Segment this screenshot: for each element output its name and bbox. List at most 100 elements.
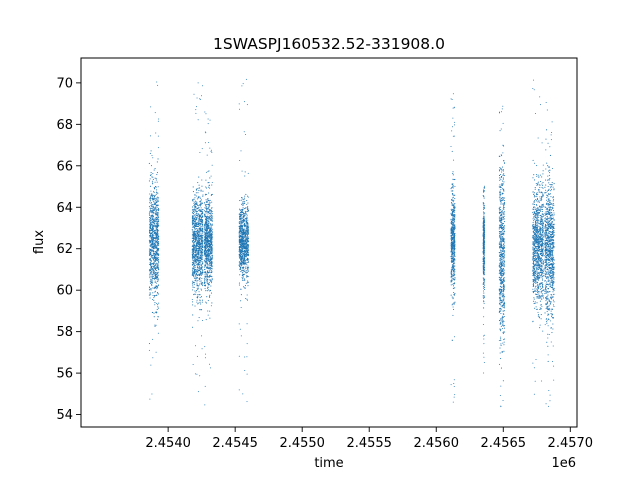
data-point [483,213,485,215]
data-point [193,246,195,248]
data-point [483,207,486,209]
data-point [199,283,201,285]
data-point [453,225,455,227]
data-point [205,218,208,220]
data-point [246,250,248,252]
data-point [149,293,151,295]
data-point [205,230,207,232]
data-point [239,245,241,248]
data-point [152,227,154,229]
data-point [192,273,194,275]
data-point [500,256,502,258]
data-point [154,247,156,249]
data-point [199,264,201,266]
data-point [500,328,502,330]
data-point [196,253,198,255]
data-point [450,239,453,241]
data-point [452,227,454,229]
data-point [195,246,197,248]
data-point [155,198,157,200]
data-point [245,232,247,234]
data-point [155,241,157,243]
data-point [242,198,244,200]
data-point [197,82,199,84]
data-point [199,239,201,241]
data-point [156,288,158,290]
data-point [247,269,249,271]
data-point [156,226,158,228]
data-point [157,293,159,295]
data-point [452,308,455,311]
data-point [195,260,197,262]
data-point [243,217,245,219]
data-point [206,232,208,234]
data-point [210,225,212,227]
data-point [210,279,212,281]
data-point [148,213,150,215]
data-point [210,218,212,220]
data-point [502,279,504,281]
data-point [155,223,157,225]
data-point [502,223,504,225]
data-point [210,260,213,262]
data-point [149,280,151,282]
data-point [239,266,241,268]
data-point [209,251,211,253]
data-point [483,316,485,318]
data-point [195,280,197,282]
data-point [206,254,208,256]
data-point [503,344,505,346]
data-point [194,225,196,227]
data-point [209,294,211,296]
data-point [153,169,155,171]
data-point [192,231,194,233]
data-point [156,161,158,163]
data-point [206,200,208,202]
data-point [154,291,156,293]
data-point [247,258,249,260]
data-point [192,200,194,202]
data-point [158,208,160,210]
data-point [192,252,194,254]
data-point [155,186,157,188]
data-point [206,282,208,284]
data-point [194,373,196,375]
data-point [152,278,154,280]
data-point [197,285,199,287]
data-point [154,250,156,253]
data-point [152,221,154,223]
data-point [239,236,241,238]
data-point [201,179,203,181]
data-point [196,188,198,190]
data-point [453,382,455,384]
data-point [155,245,157,247]
data-point [154,223,156,225]
data-point [247,243,249,245]
data-point [450,281,452,283]
data-point [149,231,151,234]
data-point [242,264,244,266]
data-point [198,215,201,218]
data-point [453,237,455,239]
data-point [149,242,151,244]
data-point [241,218,243,220]
data-point [197,223,200,225]
data-point [503,291,505,293]
data-point [209,244,211,246]
data-point [483,274,485,276]
data-point [208,240,210,242]
data-point [154,168,156,170]
data-point [157,240,159,242]
data-point [150,205,152,207]
data-point [155,199,157,201]
data-point [206,251,208,254]
data-point [199,261,201,264]
data-point [246,200,248,202]
data-point [453,249,455,251]
data-point [155,252,157,254]
data-point [247,206,249,208]
data-point [208,274,211,276]
data-point [207,286,209,288]
data-point [193,256,195,259]
data-point [194,237,196,239]
